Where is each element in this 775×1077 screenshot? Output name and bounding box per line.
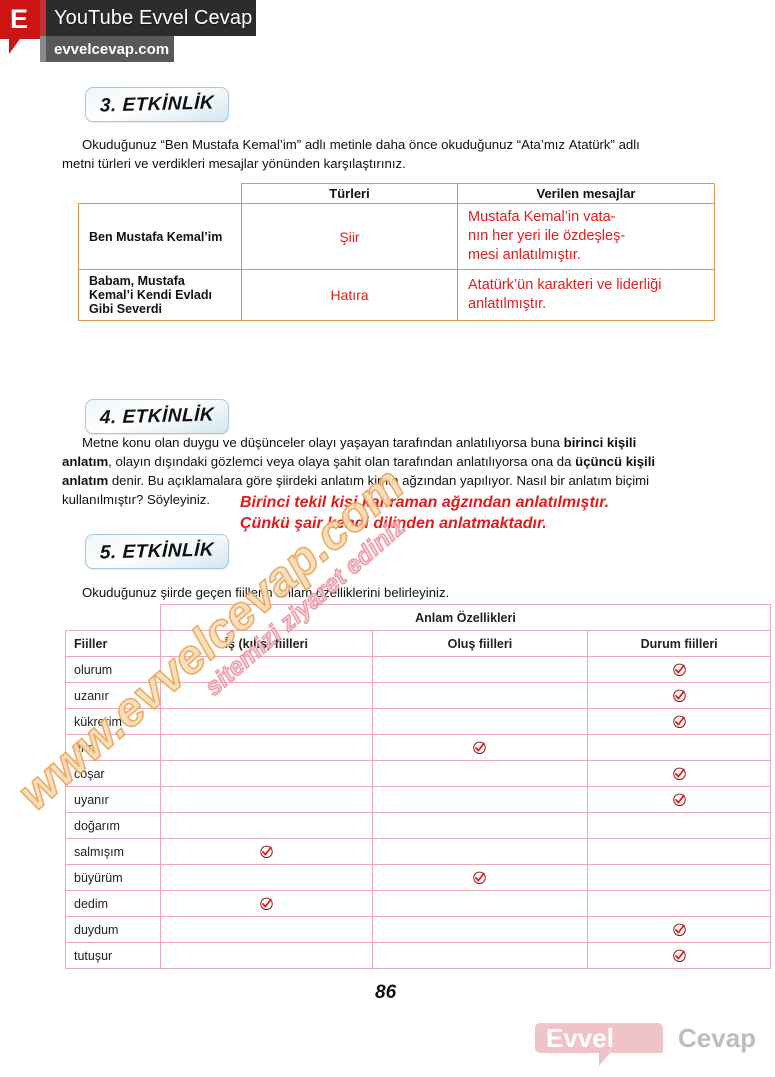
svg-text:Cevap: Cevap [678, 1023, 756, 1053]
svg-text:Evvel: Evvel [546, 1023, 614, 1053]
